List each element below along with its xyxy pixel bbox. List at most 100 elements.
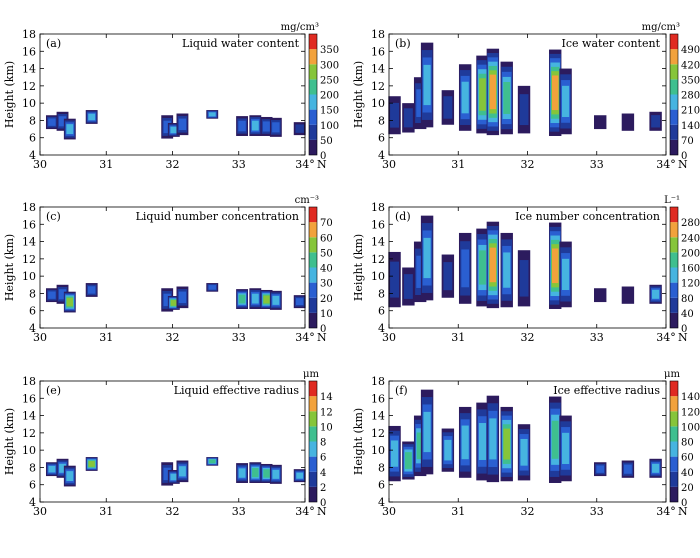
- x-tick-label: 31: [451, 158, 465, 171]
- data-cell: [461, 249, 470, 288]
- x-tick-label: 30: [382, 158, 396, 171]
- colorbar-tick-label: 0: [320, 151, 326, 162]
- panel-a: 30 31 32 33 34° N 4 6 8 10 12 14 16 18 Height (km) (a) L…: [3, 22, 339, 171]
- colorbar-tick-label: 60: [681, 453, 694, 464]
- data-cell: [551, 420, 559, 459]
- data-cell: [87, 286, 96, 294]
- data-cell: [88, 113, 96, 121]
- data-cell: [621, 286, 635, 304]
- colorbar-segment: [670, 396, 678, 412]
- data-cell: [208, 112, 216, 117]
- x-tick-label: 33: [590, 331, 604, 344]
- colorbar-tick-label: 120: [681, 279, 700, 290]
- data-cell: [208, 285, 216, 290]
- data-cell: [416, 432, 424, 460]
- colorbar-segment: [309, 124, 317, 140]
- x-tick-label: 32: [166, 331, 180, 344]
- y-tick-label: 10: [371, 270, 385, 283]
- x-axis-unit: N: [678, 505, 688, 518]
- panel-title: Liquid water content: [182, 37, 300, 50]
- x-tick-label: 34°: [295, 158, 315, 171]
- x-tick-label: 30: [382, 331, 396, 344]
- y-tick-label: 8: [29, 287, 36, 300]
- data-cell: [179, 466, 186, 477]
- colorbar-segment: [670, 252, 678, 268]
- colorbar-segment: [670, 49, 678, 65]
- colorbar-tick-label: 10: [320, 309, 333, 320]
- y-tick-label: 6: [378, 479, 385, 492]
- data-cell: [503, 81, 511, 114]
- y-axis-label: Height (km): [352, 408, 365, 475]
- data-cell: [238, 120, 246, 132]
- y-tick-label: 12: [22, 427, 36, 440]
- colorbar-segment: [309, 381, 317, 397]
- x-tick-label: 30: [382, 505, 396, 518]
- data-cell: [404, 452, 412, 469]
- colorbar-tick-label: 350: [681, 75, 700, 86]
- colorbar-segment: [309, 396, 317, 412]
- x-tick-label: 33: [590, 158, 604, 171]
- data-cell: [272, 295, 280, 305]
- data-cell: [251, 120, 259, 131]
- colorbar-tick-label: 160: [681, 264, 700, 275]
- data-cell: [163, 467, 171, 481]
- panel-c: 30 31 32 33 34° N 4 6 8 10 12 14 16 18 Height (km) (c) L…: [3, 195, 333, 344]
- colorbar-frame: [669, 206, 679, 329]
- y-tick-label: 12: [371, 253, 385, 266]
- colorbar-tick-label: 240: [681, 233, 700, 244]
- x-tick-label: 33: [232, 158, 246, 171]
- colorbar-segment: [309, 64, 317, 80]
- x-tick-label: 32: [166, 505, 180, 518]
- panel-label: (d): [395, 210, 411, 223]
- data-cell: [163, 293, 171, 307]
- colorbar-segment: [309, 222, 317, 238]
- colorbar-tick-label: 200: [320, 91, 339, 102]
- data-cell: [66, 471, 74, 481]
- colorbar-tick-label: 80: [681, 438, 694, 449]
- data-cell: [596, 465, 605, 473]
- data-cell: [562, 258, 570, 291]
- colorbar-segment: [309, 297, 317, 313]
- y-tick-label: 16: [371, 218, 385, 231]
- data-cell: [263, 295, 270, 304]
- y-tick-label: 10: [22, 270, 36, 283]
- colorbar-tick-label: 250: [320, 75, 339, 86]
- data-cell: [519, 94, 529, 126]
- panel-label: (c): [46, 210, 61, 223]
- colorbar-segment: [670, 64, 678, 80]
- data-cell: [503, 428, 511, 460]
- data-cell: [652, 463, 660, 473]
- colorbar-unit: μm: [303, 369, 319, 380]
- colorbar: 0 10 20 30 40 50 60 70 cm⁻³: [295, 195, 333, 335]
- colorbar-segment: [670, 426, 678, 442]
- data-cell: [170, 126, 178, 134]
- colorbar-unit: cm⁻³: [295, 195, 319, 206]
- y-tick-label: 4: [378, 149, 385, 162]
- data-cell: [295, 298, 304, 306]
- colorbar-tick-label: 0: [320, 324, 326, 335]
- colorbar: 0 40 80 120 160 200 240 280 L⁻¹: [664, 195, 700, 335]
- colorbar-tick-label: 280: [681, 218, 700, 229]
- data-cell: [272, 122, 280, 133]
- colorbar-tick-label: 150: [320, 106, 339, 117]
- x-tick-label: 31: [99, 505, 113, 518]
- data-cell: [390, 102, 399, 128]
- data-cell: [520, 438, 528, 466]
- data-cell: [170, 300, 177, 306]
- y-tick-label: 14: [371, 63, 385, 76]
- data-cell: [423, 411, 431, 453]
- x-tick-label: 34°: [656, 158, 676, 171]
- colorbar-segment: [670, 471, 678, 487]
- x-tick-label: 31: [99, 158, 113, 171]
- colorbar-tick-label: 300: [320, 60, 339, 71]
- colorbar-tick-label: 210: [681, 106, 700, 117]
- data-cell: [272, 469, 280, 479]
- y-tick-label: 10: [22, 444, 36, 457]
- colorbar-segment: [309, 486, 317, 502]
- y-tick-label: 18: [22, 28, 36, 41]
- colorbar-segment: [309, 282, 317, 298]
- colorbar-segment: [670, 34, 678, 50]
- colorbar-tick-label: 14: [320, 392, 333, 403]
- panel-title: Ice number concentration: [515, 210, 660, 223]
- y-axis-label: Height (km): [352, 234, 365, 301]
